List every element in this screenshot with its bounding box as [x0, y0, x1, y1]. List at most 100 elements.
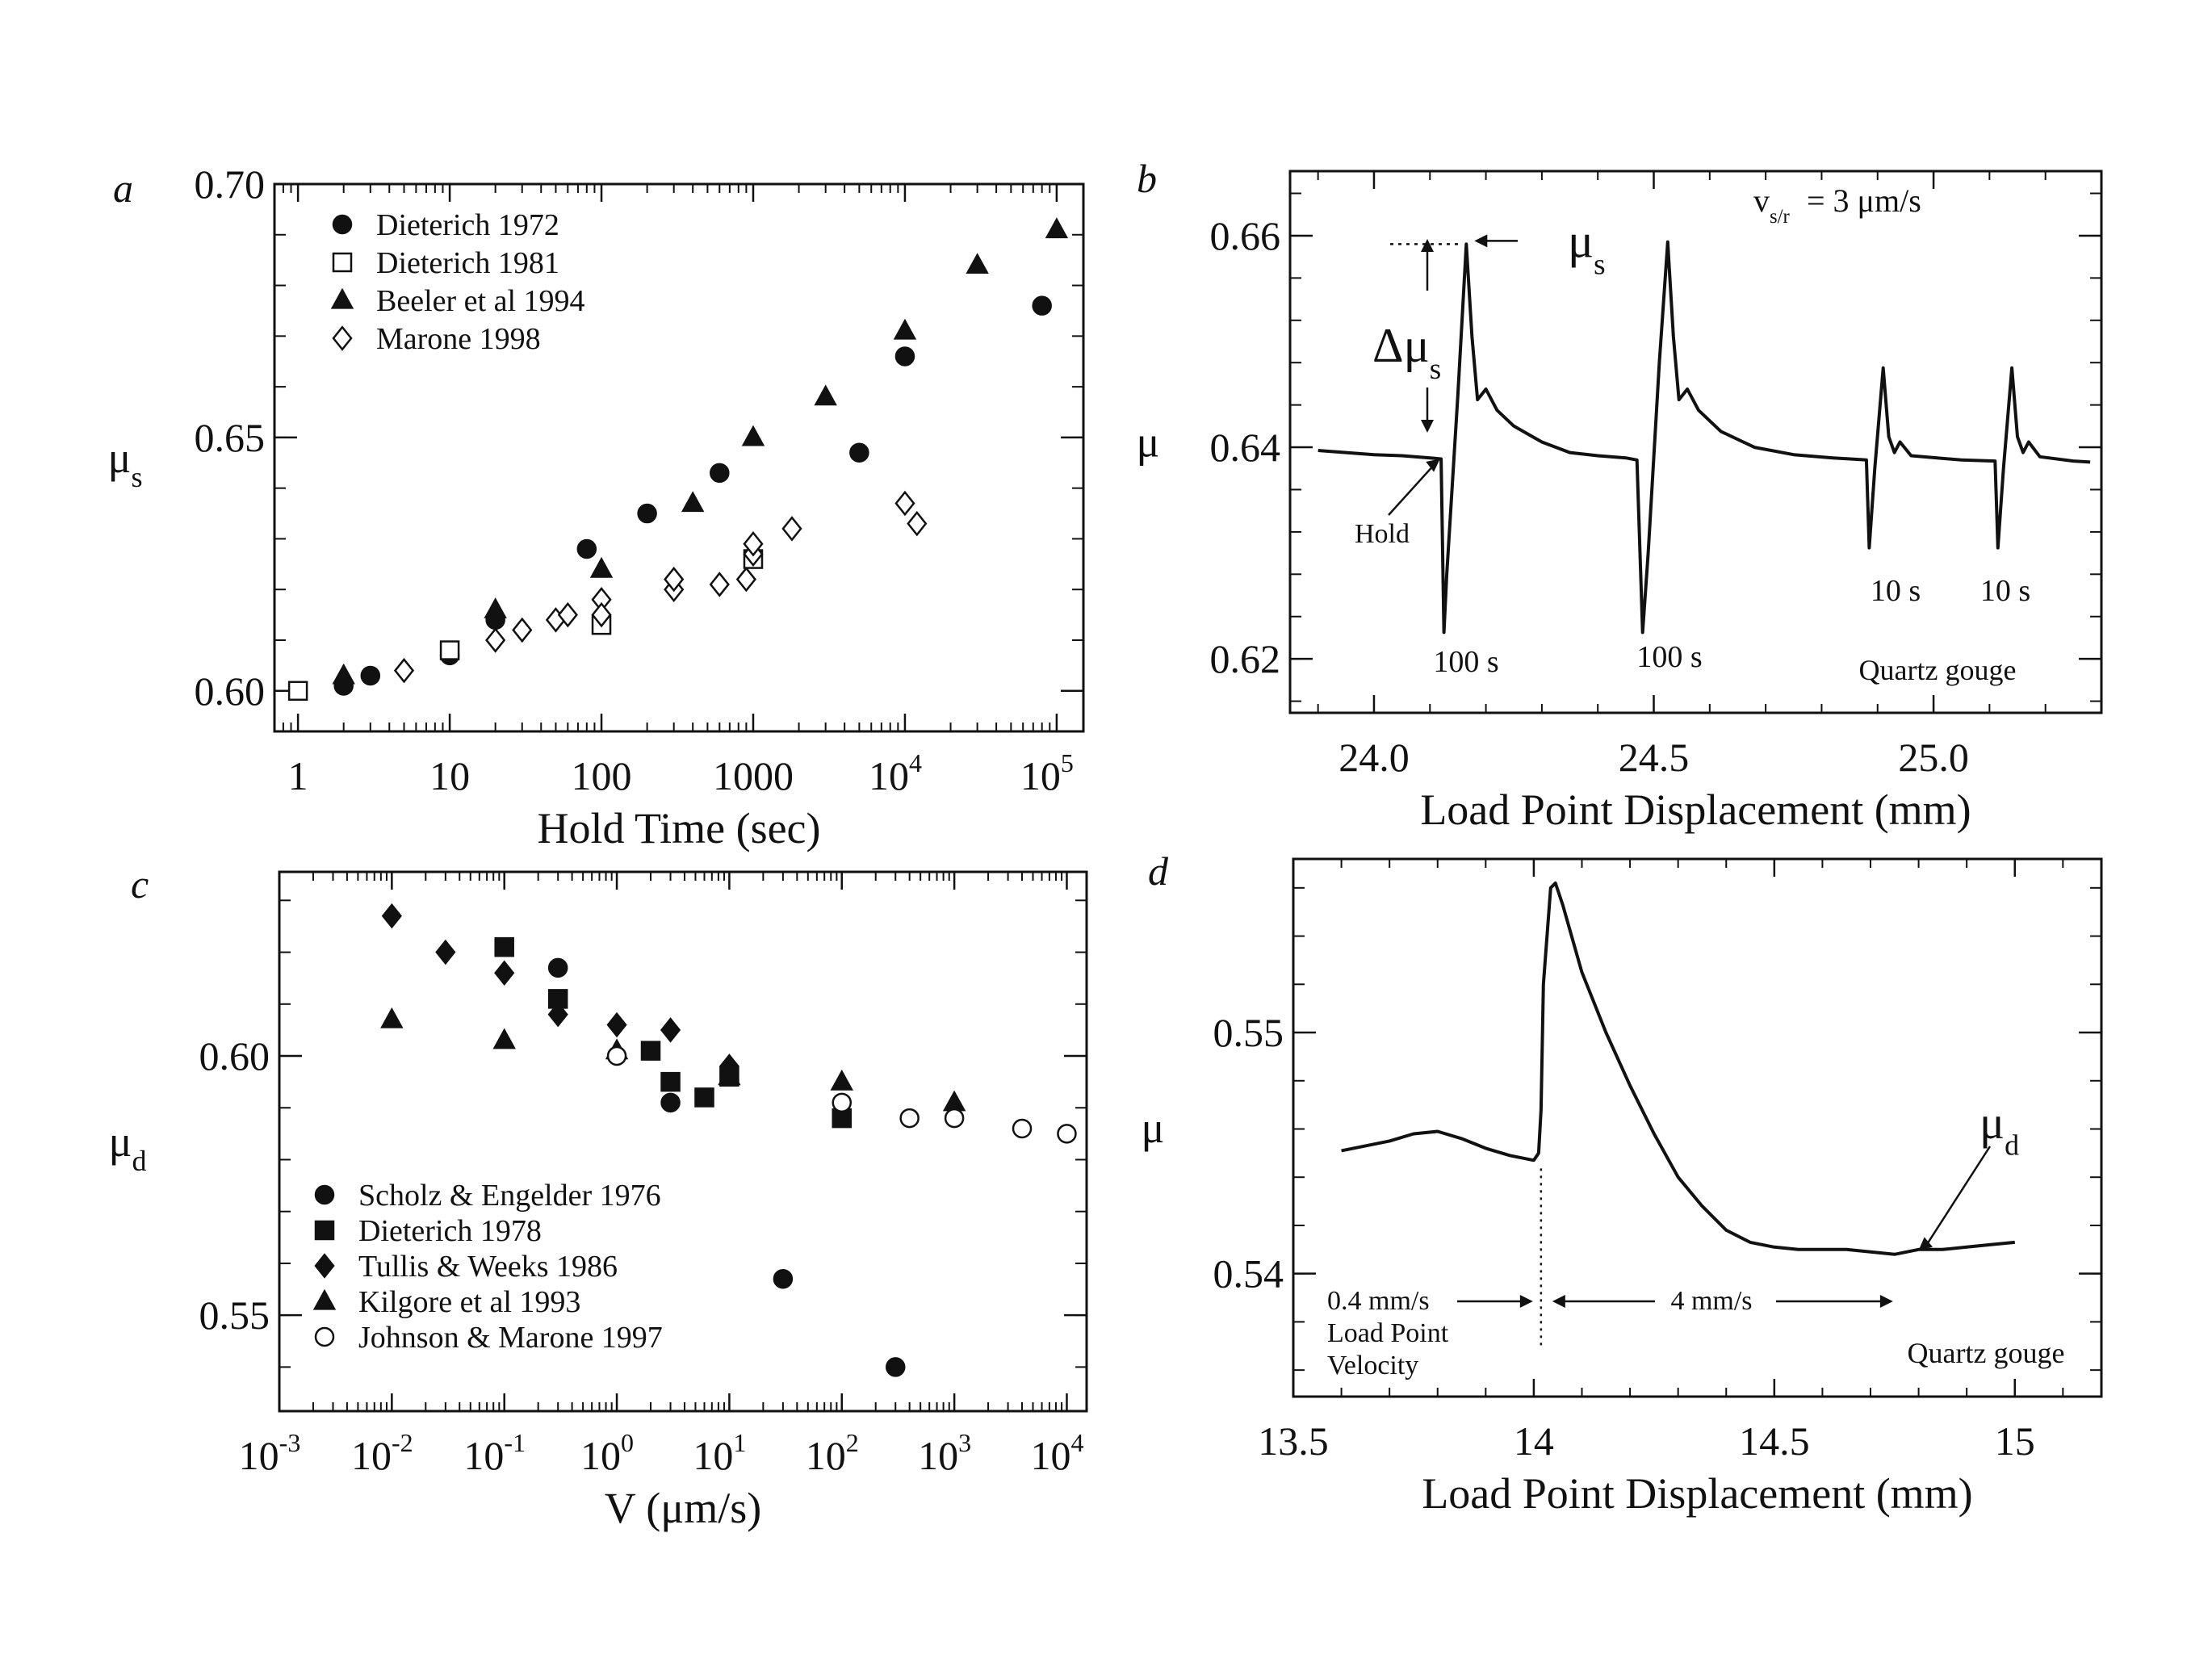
data-point	[942, 1090, 966, 1112]
data-point	[287, 681, 308, 702]
data-point	[907, 510, 928, 537]
y-axis-label: μs	[108, 434, 143, 493]
x-tick-label: 24.0	[1339, 735, 1410, 780]
y-tick-label: 0.66	[1210, 213, 1281, 258]
data-point	[484, 597, 507, 618]
legend-entry: Beeler et al 1994	[376, 284, 585, 318]
x-tick-label: 102	[806, 1428, 859, 1478]
panel-b-chart: 24.0 24.5 25.0 0.62 0.64 0.66 Load Point Displ…	[1137, 156, 2103, 834]
series-beeler-et-al-1994	[332, 217, 1069, 685]
legend-entry: Dieterich 1972	[376, 208, 559, 242]
data-point	[894, 346, 915, 367]
x-axis-label: Load Point Displacement (mm)	[1420, 785, 1971, 834]
data-point	[741, 425, 765, 446]
x-tick-label: 100	[572, 753, 632, 798]
legend-marker	[314, 1253, 335, 1279]
x-tick-label: 10-3	[239, 1428, 301, 1478]
hold-arrow-line	[1388, 464, 1435, 516]
x-tick-exponent: 4	[909, 748, 922, 777]
legend-entry: Marone 1998	[376, 322, 541, 356]
data-point	[814, 384, 837, 406]
y-tick-label: 0.60	[199, 1033, 270, 1079]
x-axis-label: Load Point Displacement (mm)	[1422, 1469, 1972, 1518]
data-point	[547, 957, 568, 978]
velocity-symbol-subscript: s/r	[1770, 206, 1791, 228]
x-tick-label: 104	[869, 748, 922, 798]
mu-d-annotation-subscript: d	[2005, 1129, 2019, 1161]
panel-d-chart: 13.5 14 14.5 15 0.54 0.55 Load Point Displacem…	[1142, 848, 2103, 1518]
x-tick-exponent: -1	[504, 1428, 526, 1457]
legend-marker	[332, 325, 353, 351]
data-point	[360, 665, 381, 686]
data-point	[606, 1045, 627, 1066]
y-tick-label: 0.70	[195, 161, 266, 207]
y-tick-label: 0.65	[195, 415, 266, 460]
y-tick-label: 0.55	[1213, 1010, 1284, 1055]
y-tick-label: 0.55	[199, 1292, 270, 1338]
slow-velocity-label: 0.4 mm/s	[1327, 1286, 1430, 1316]
y-tick-label: 0.54	[1213, 1251, 1284, 1296]
data-point	[660, 1071, 681, 1092]
data-point	[664, 566, 685, 593]
data-point	[381, 903, 402, 929]
x-tick-label: 14	[1514, 1418, 1554, 1464]
data-point	[735, 566, 756, 593]
y-tick-label: 0.62	[1210, 636, 1281, 681]
series-scholz-engelder-1976	[547, 957, 906, 1377]
data-point	[512, 617, 533, 643]
delta-down-arrowhead	[1421, 420, 1434, 433]
plot-frame	[273, 182, 1085, 733]
y-axis-label: μ	[1137, 418, 1160, 467]
panel-letter-b: b	[1137, 156, 1157, 201]
mu-d-arrowhead	[1918, 1237, 1933, 1250]
velocity-symbol: vs/r	[1753, 182, 1791, 228]
legend-marker	[332, 214, 353, 235]
mu-s-annotation-subscript: s	[1594, 248, 1605, 281]
data-point	[435, 939, 456, 966]
data-point	[1012, 1118, 1033, 1139]
x-tick-label: 103	[918, 1428, 971, 1478]
velocity-label: Velocity	[1327, 1351, 1418, 1380]
x-tick-label: 100	[580, 1428, 634, 1478]
x-tick-label: 10	[429, 753, 470, 798]
x-tick-exponent: 5	[1061, 748, 1074, 777]
y-tick-label: 0.64	[1210, 425, 1281, 470]
y-axis-label-subscript: s	[131, 461, 142, 493]
x-tick-exponent: -3	[279, 1428, 301, 1457]
mu-s-annotation: μs	[1568, 214, 1606, 281]
x-tick-label: 1	[288, 753, 308, 798]
data-point	[781, 516, 802, 542]
x-tick-label: 24.5	[1619, 735, 1690, 780]
panel-letter-a: a	[113, 165, 133, 211]
data-point	[1032, 295, 1052, 316]
series-johnson-marone-1997	[606, 1045, 1077, 1144]
x-axis-label: V (μm/s)	[605, 1484, 761, 1532]
x-tick-exponent: 1	[733, 1428, 746, 1457]
delta-mu-s-annotation-subscript: s	[1430, 353, 1441, 386]
plot-frame	[278, 870, 1088, 1413]
data-point	[1057, 1124, 1077, 1144]
data-point	[660, 1092, 681, 1113]
data-point	[494, 936, 514, 957]
data-point	[380, 1007, 404, 1028]
x-tick-label: 25.0	[1898, 735, 1969, 780]
x-tick-label: 14.5	[1739, 1418, 1810, 1464]
data-point	[1045, 217, 1069, 239]
data-point	[660, 1017, 681, 1043]
hold-arrowhead	[1426, 459, 1440, 472]
data-point	[710, 463, 730, 484]
legend-entry: Kilgore et al 1993	[358, 1285, 580, 1319]
legend-marker	[314, 1184, 335, 1205]
series-tullis-weeks-1986	[381, 903, 740, 1079]
data-point	[694, 1087, 714, 1108]
data-point	[893, 318, 917, 340]
data-point	[393, 657, 415, 684]
data-point	[332, 663, 355, 685]
data-point	[899, 1108, 920, 1129]
data-point	[681, 491, 705, 513]
data-point	[557, 601, 578, 628]
data-point	[485, 627, 506, 653]
x-tick-exponent: 3	[958, 1428, 971, 1457]
legend-entry: Tullis & Weeks 1986	[358, 1250, 618, 1284]
